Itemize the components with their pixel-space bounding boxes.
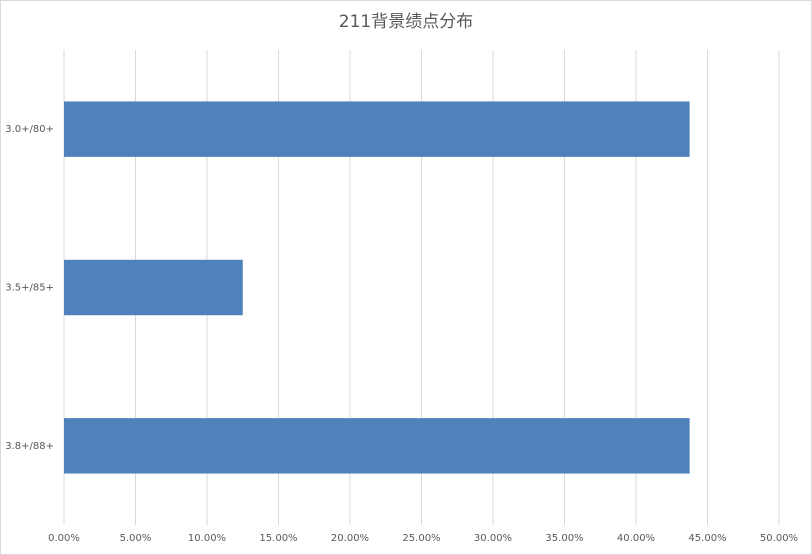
- y-tick-label: 3.5+/85+: [5, 283, 54, 294]
- x-tick-label: 0.00%: [48, 533, 80, 544]
- x-tick-label: 10.00%: [188, 533, 226, 544]
- bar: [64, 259, 243, 316]
- x-tick-label: 50.00%: [760, 533, 798, 544]
- x-tick-label: 30.00%: [474, 533, 512, 544]
- x-tick-label: 35.00%: [545, 533, 583, 544]
- x-tick-label: 15.00%: [259, 533, 297, 544]
- x-tick-label: 20.00%: [331, 533, 369, 544]
- y-tick-label: 3.0+/80+: [5, 124, 54, 135]
- bar: [64, 101, 690, 157]
- chart-title: 211背景绩点分布: [339, 12, 473, 32]
- x-tick-label: 25.00%: [402, 533, 440, 544]
- y-tick-label: 3.8+/88+: [5, 441, 54, 452]
- x-tick-label: 5.00%: [120, 533, 152, 544]
- x-tick-label: 40.00%: [617, 533, 655, 544]
- x-tick-label: 45.00%: [688, 533, 726, 544]
- bar: [64, 418, 690, 474]
